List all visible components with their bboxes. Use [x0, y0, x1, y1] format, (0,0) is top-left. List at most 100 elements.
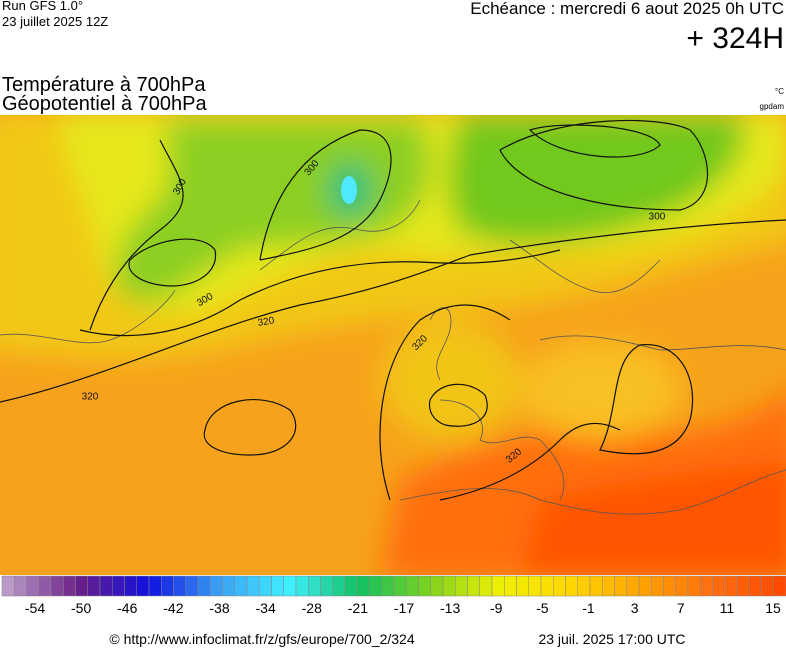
- colorbar-label: -42: [163, 600, 183, 616]
- colorbar-swatch: [173, 575, 186, 597]
- colorbar-swatch: [50, 575, 64, 597]
- colorbar-swatch: [344, 575, 358, 597]
- unit-geopotential: gpdam: [760, 102, 785, 111]
- colorbar-label: -5: [536, 600, 549, 616]
- colorbar-swatch: [246, 575, 260, 597]
- colorbar-swatch: [393, 575, 407, 597]
- colorbar-label: -38: [209, 600, 229, 616]
- colorbar-swatch: [442, 575, 456, 597]
- colorbar-swatch: [38, 575, 52, 597]
- colorbar-label: 11: [720, 600, 735, 616]
- colorbar-swatch: [406, 575, 419, 597]
- colorbar-swatch: [75, 575, 88, 597]
- colorbar-swatch: [197, 575, 211, 597]
- colorbar-swatch: [773, 575, 786, 597]
- colorbar-swatch: [161, 575, 174, 597]
- contour-label: 320: [257, 315, 276, 329]
- colorbar-swatch: [295, 575, 309, 597]
- unit-temperature: °C: [775, 87, 784, 96]
- colorbar-swatch: [516, 575, 529, 597]
- colorbar-swatch: [283, 575, 297, 597]
- geopotential-contours: [0, 119, 786, 501]
- colorbar-swatch: [687, 575, 701, 597]
- colorbar-swatch: [504, 575, 517, 597]
- colorbar-swatch: [712, 575, 725, 597]
- colorbar-label: -28: [302, 600, 322, 616]
- colorbar-swatch: [540, 575, 554, 597]
- colorbar-swatch: [749, 575, 762, 597]
- colorbar-swatch: [308, 575, 321, 597]
- colorbar-swatch: [14, 575, 27, 597]
- colorbar: -54 -50 -46 -42 -38 -34 -28 -21 -17 -13 -9 -5 -1 3 7 11…: [1, 575, 786, 616]
- contour-label: 320: [82, 392, 99, 403]
- colorbar-swatch: [112, 575, 125, 597]
- colorbar-swatch: [381, 575, 395, 597]
- title-temperature: Température à 700hPa: [2, 74, 206, 96]
- colorbar-swatch: [663, 575, 676, 597]
- lead-time: + 324H: [686, 22, 784, 55]
- colorbar-swatch: [222, 575, 235, 597]
- colorbar-label: -13: [440, 600, 460, 616]
- colorbar-label: -17: [394, 600, 414, 616]
- colorbar-swatch: [320, 575, 333, 597]
- colorbar-swatch: [528, 575, 542, 597]
- colorbar-swatch: [479, 575, 493, 597]
- colorbar-label: -34: [256, 600, 276, 616]
- colorbar-swatch: [210, 575, 223, 597]
- colorbar-swatch: [357, 575, 370, 597]
- colorbar-swatch: [87, 575, 101, 597]
- colorbar-swatch: [577, 575, 591, 597]
- colorbar-swatch: [259, 575, 272, 597]
- colorbar-label: -9: [490, 600, 503, 616]
- colorbar-swatch: [185, 575, 199, 597]
- colorbar-swatch: [418, 575, 431, 597]
- colorbar-swatch: [565, 575, 578, 597]
- colorbar-swatch: [638, 575, 652, 597]
- colorbar-label: -1: [582, 600, 595, 616]
- colorbar-swatch: [99, 575, 113, 597]
- colorbar-swatch: [589, 575, 603, 597]
- colorbar-swatch: [271, 575, 284, 597]
- colorbar-swatch: [675, 575, 689, 597]
- colorbar-label: -46: [117, 600, 137, 616]
- colorbar-label: -21: [348, 600, 368, 616]
- contour-label: 300: [649, 212, 666, 223]
- colorbar-label: 15: [765, 600, 781, 616]
- colorbar-swatch: [369, 575, 382, 597]
- title-geopotential: Géopotentiel à 700hPa: [2, 93, 207, 115]
- colorbar-label: 7: [677, 600, 685, 616]
- colorbar-swatch: [63, 575, 76, 597]
- colorbar-swatch: [1, 575, 15, 597]
- colorbar-label: -50: [71, 600, 91, 616]
- run-label: Run GFS 1.0°: [2, 0, 83, 13]
- colorbar-swatch: [602, 575, 615, 597]
- run-date: 23 juillet 2025 12Z: [2, 14, 108, 29]
- colorbar-swatch: [136, 575, 150, 597]
- colorbar-swatch: [614, 575, 627, 597]
- valid-time: Echéance : mercredi 6 aout 2025 0h UTC: [470, 0, 784, 18]
- colorbar-swatch: [455, 575, 468, 597]
- colorbar-swatch: [736, 575, 750, 597]
- coastlines: [0, 199, 786, 515]
- colorbar-swatch: [26, 575, 39, 597]
- colorbar-swatch: [332, 575, 346, 597]
- colorbar-swatch: [553, 575, 566, 597]
- colorbar-swatch: [761, 575, 774, 597]
- colorbar-swatch: [124, 575, 137, 597]
- colorbar-label: -54: [25, 600, 45, 616]
- colorbar-swatch: [724, 575, 738, 597]
- colorbar-label: 3: [631, 600, 639, 616]
- colorbar-swatch: [700, 575, 713, 597]
- colorbar-swatch: [148, 575, 162, 597]
- colorbar-swatch: [626, 575, 640, 597]
- colorbar-swatch: [651, 575, 664, 597]
- colorbar-swatch: [467, 575, 480, 597]
- source-url: © http://www.infoclimat.fr/z/gfs/europe/…: [109, 631, 414, 647]
- colorbar-swatch: [430, 575, 444, 597]
- timestamp: 23 juil. 2025 17:00 UTC: [538, 631, 685, 647]
- colorbar-swatch: [491, 575, 505, 597]
- colorbar-swatch: [234, 575, 248, 597]
